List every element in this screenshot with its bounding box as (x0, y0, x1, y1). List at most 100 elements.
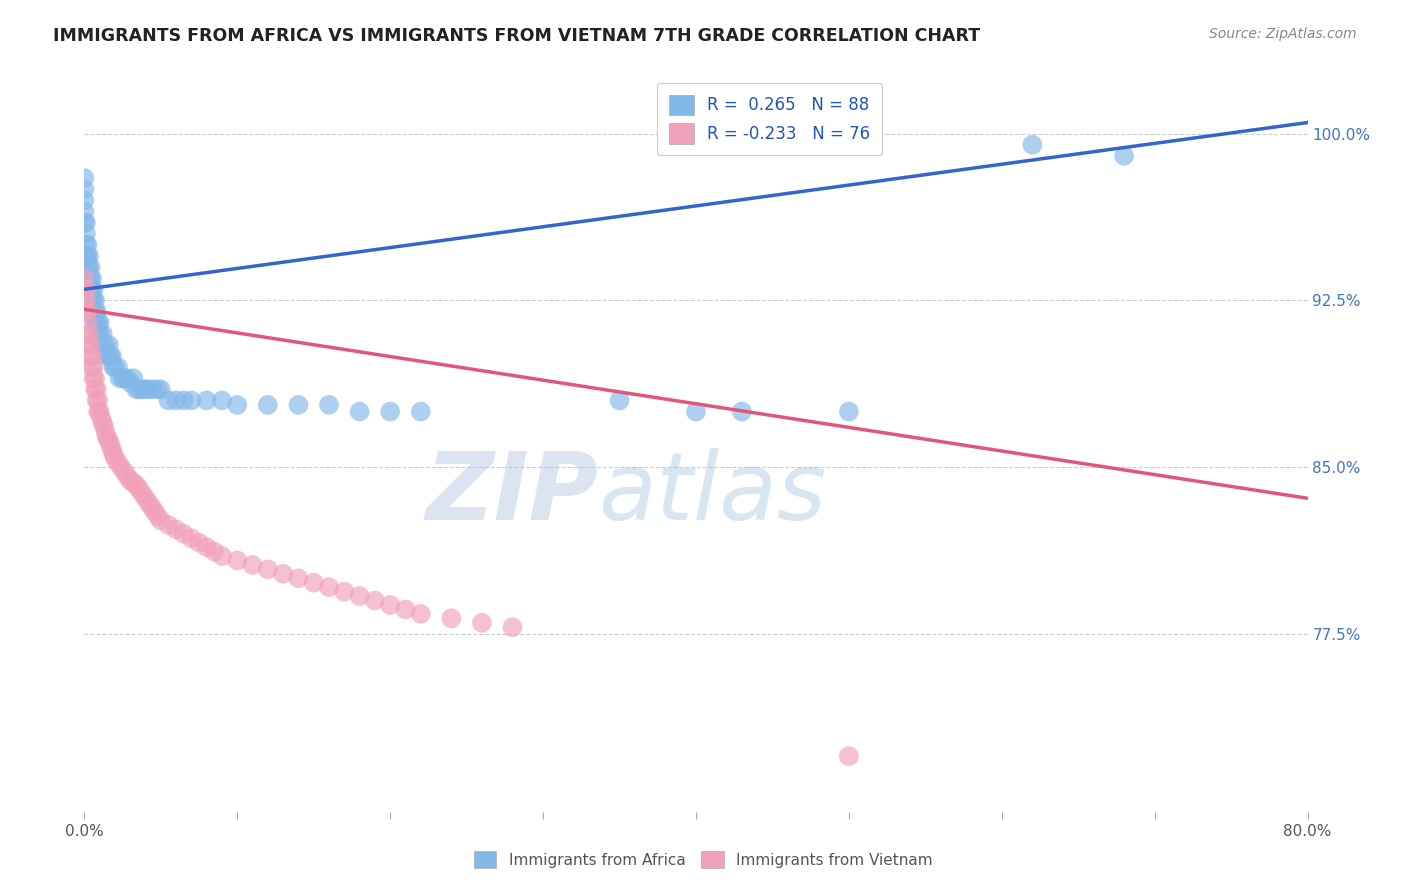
Point (440, 611, 463, 625)
Point (138, 382, 160, 396)
Point (131, 382, 153, 396)
Point (318, 398, 340, 412)
Point (89, 404, 111, 418)
Point (75, 237, 97, 252)
Point (271, 566, 294, 581)
Point (120, 376, 142, 390)
Point (110, 460, 132, 475)
Point (94, 426, 117, 441)
Point (157, 393, 180, 408)
Point (165, 393, 187, 408)
Point (257, 562, 280, 576)
Point (122, 371, 145, 385)
Point (97, 338, 120, 352)
Point (685, 404, 707, 418)
Point (80, 360, 103, 375)
Point (77, 260, 100, 274)
Point (84, 382, 107, 396)
Point (91, 326, 114, 341)
Point (76, 282, 98, 296)
Point (73, 171, 96, 186)
Point (80, 349, 103, 363)
Point (97, 349, 120, 363)
Point (83, 371, 105, 385)
Point (79, 271, 101, 285)
Point (76, 260, 98, 274)
Point (111, 371, 134, 385)
Point (349, 589, 371, 603)
Point (79, 293, 101, 308)
Point (180, 531, 202, 545)
Point (103, 360, 125, 375)
Point (349, 404, 371, 418)
Point (91, 338, 114, 352)
Point (79, 338, 101, 352)
Point (838, 749, 860, 764)
Point (149, 514, 172, 528)
Point (143, 505, 166, 519)
Legend: R =  0.265   N = 88, R = -0.233   N = 76: R = 0.265 N = 88, R = -0.233 N = 76 (657, 83, 882, 155)
Point (141, 500, 163, 515)
Point (80, 293, 103, 308)
Point (89, 326, 111, 341)
Text: atlas: atlas (598, 449, 827, 540)
Point (87, 393, 110, 408)
Point (287, 398, 309, 412)
Point (73, 204, 96, 219)
Point (146, 382, 169, 396)
Point (84, 304, 107, 318)
Point (98, 438, 121, 452)
Point (502, 620, 524, 634)
Point (120, 474, 142, 488)
Point (149, 382, 172, 396)
Point (122, 475, 145, 490)
Point (84, 316, 107, 330)
Point (409, 607, 432, 621)
Point (125, 478, 148, 492)
Point (75, 293, 97, 308)
Point (76, 249, 98, 263)
Point (77, 338, 100, 352)
Point (138, 496, 160, 510)
Point (115, 371, 138, 385)
Point (609, 393, 631, 408)
Point (125, 382, 148, 396)
Point (83, 282, 105, 296)
Point (77, 326, 100, 341)
Point (79, 349, 101, 363)
Point (195, 393, 218, 408)
Text: IMMIGRANTS FROM AFRICA VS IMMIGRANTS FROM VIETNAM 7TH GRADE CORRELATION CHART: IMMIGRANTS FROM AFRICA VS IMMIGRANTS FRO… (53, 27, 980, 45)
Point (75, 216, 97, 230)
Point (188, 535, 211, 549)
Point (77, 293, 100, 308)
Point (287, 571, 309, 585)
Point (211, 393, 233, 408)
Point (77, 282, 100, 296)
Point (75, 282, 97, 296)
Point (242, 558, 264, 572)
Point (75, 271, 97, 285)
Point (157, 517, 180, 532)
Point (107, 456, 129, 470)
Point (165, 522, 187, 536)
Point (394, 602, 416, 616)
Legend: Immigrants from Africa, Immigrants from Vietnam: Immigrants from Africa, Immigrants from … (465, 844, 941, 875)
Point (73, 271, 96, 285)
Point (97, 434, 120, 448)
Point (333, 584, 356, 599)
Point (84, 293, 107, 308)
Point (409, 404, 432, 418)
Point (115, 469, 138, 483)
Point (73, 282, 96, 296)
Point (76, 316, 98, 330)
Point (73, 216, 96, 230)
Point (318, 580, 340, 594)
Point (93, 420, 115, 434)
Point (83, 304, 105, 318)
Point (128, 382, 150, 396)
Point (104, 451, 127, 466)
Point (135, 491, 157, 506)
Point (180, 393, 202, 408)
Point (731, 404, 754, 418)
Point (471, 615, 494, 630)
